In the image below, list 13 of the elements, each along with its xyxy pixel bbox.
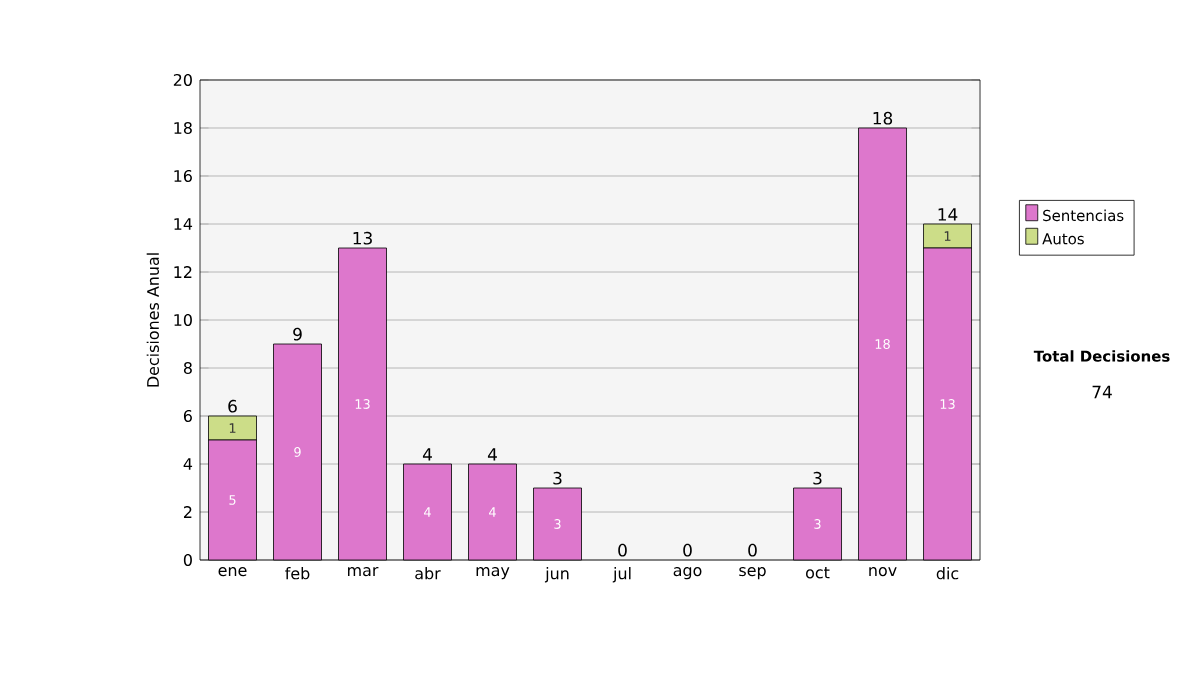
total-label: 13 [353,231,372,245]
total-label: 0 [683,543,692,557]
total-label: 0 [618,543,627,557]
total-label: 4 [422,448,432,461]
total-label: 18 [873,111,893,125]
total-label: 6 [228,399,237,413]
total-label: 3 [813,471,822,485]
text: 74 [1092,385,1112,399]
total-label: 4 [487,448,497,461]
total-label: 9 [293,327,302,341]
total-label: 0 [748,543,757,557]
total-label: 14 [938,208,958,221]
total-label: 3 [553,471,562,485]
